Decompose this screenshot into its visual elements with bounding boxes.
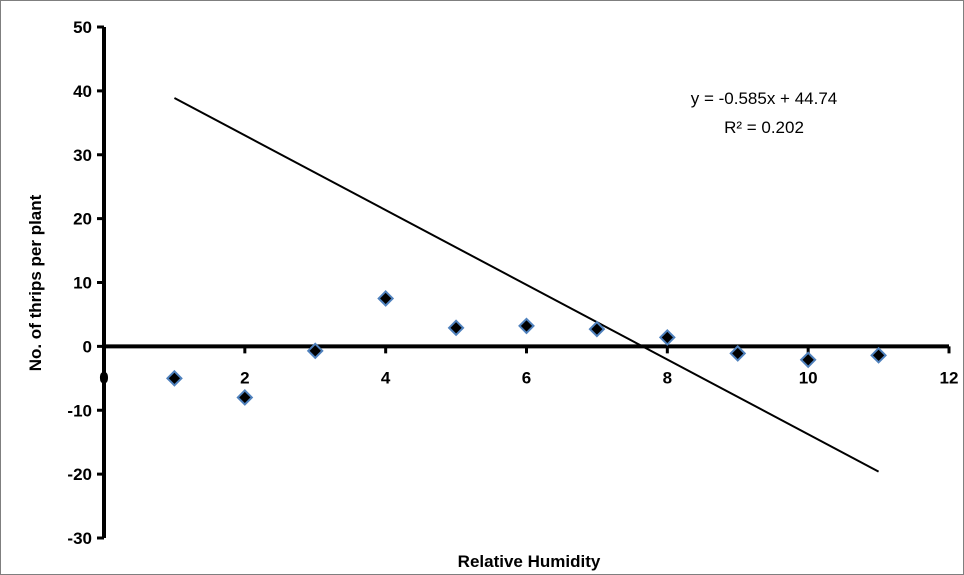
data-point (870, 346, 887, 364)
x-tick-label: 0 (99, 368, 108, 387)
data-point (447, 319, 465, 337)
y-tick-label: -30 (67, 529, 92, 548)
x-tick-label: 10 (799, 368, 818, 387)
data-point (518, 317, 535, 335)
x-axis-title: Relative Humidity (458, 552, 601, 571)
r-squared-label: R² = 0.202 (724, 118, 804, 137)
data-point (306, 342, 324, 360)
trendline (173, 97, 880, 473)
y-tick-label: -20 (67, 465, 92, 484)
data-point (729, 344, 747, 362)
trendline-equation: y = -0.585x + 44.74 (691, 89, 838, 108)
data-point (377, 290, 395, 307)
data-point (799, 351, 817, 369)
data-point (658, 329, 676, 346)
data-point (166, 369, 183, 387)
y-tick-label: 40 (73, 82, 92, 101)
y-axis-title: No. of thrips per plant (26, 194, 45, 371)
data-point (588, 320, 606, 338)
trendline-group (173, 97, 880, 473)
y-tick-label: 10 (73, 274, 92, 293)
y-tick-label: -10 (67, 401, 92, 420)
tick-labels-group: -30 -20 -10 0 10 20 30 40 50 0 2 4 6 8 10 12 (67, 18, 958, 548)
data-points-group (166, 290, 887, 406)
x-tick-label: 6 (522, 368, 531, 387)
y-tick-label: 0 (83, 337, 92, 356)
data-point (236, 389, 254, 406)
axes-group (97, 25, 951, 540)
x-tick-label: 12 (940, 368, 959, 387)
x-tick-label: 4 (381, 368, 391, 387)
x-tick-label: 8 (663, 368, 672, 387)
x-tick-label: 2 (240, 368, 249, 387)
y-tick-label: 50 (73, 18, 92, 37)
y-tick-label: 20 (73, 210, 92, 229)
y-tick-label: 30 (73, 146, 92, 165)
